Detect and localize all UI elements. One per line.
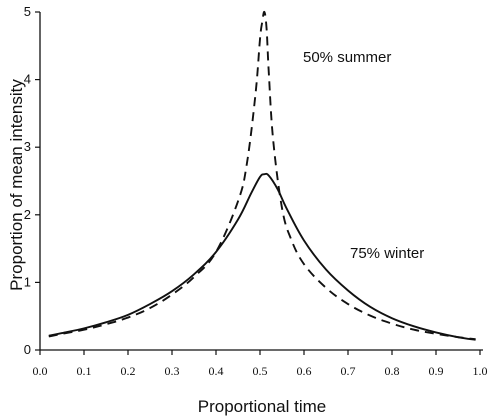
x-tick-label: 0.5 bbox=[253, 364, 268, 378]
y-tick-label: 3 bbox=[24, 139, 31, 154]
x-axis-title: Proportional time bbox=[198, 397, 327, 416]
x-tick-label: 0.3 bbox=[165, 364, 180, 378]
y-axis-title: Proportion of mean intensity bbox=[7, 79, 26, 291]
ticks: 0 1 2 3 4 5 0.0 0.1 0.2 0.3 0.4 0.5 0.6 0.7 0.8 0.9 1.0 bbox=[24, 4, 488, 378]
series-line-50-summer bbox=[48, 10, 476, 341]
annotation-75-winter: 75% winter bbox=[350, 245, 424, 262]
x-tick-label: 0.4 bbox=[209, 364, 224, 378]
y-tick-label: 2 bbox=[24, 207, 31, 222]
y-tick-label: 5 bbox=[24, 4, 31, 19]
y-tick-label: 0 bbox=[24, 342, 31, 357]
annotation-50-summer: 50% summer bbox=[303, 49, 391, 66]
series-line-75-winter bbox=[48, 172, 476, 341]
axes bbox=[39, 12, 483, 351]
x-tick-label: 0.8 bbox=[385, 364, 400, 378]
x-tick-label: 0.0 bbox=[33, 364, 48, 378]
series bbox=[48, 10, 476, 341]
x-tick-label: 0.6 bbox=[297, 364, 312, 378]
x-tick-label: 0.7 bbox=[341, 364, 356, 378]
y-tick-label: 1 bbox=[24, 274, 31, 289]
x-tick-label: 1.0 bbox=[473, 364, 488, 378]
x-tick-label: 0.2 bbox=[121, 364, 136, 378]
x-tick-label: 0.9 bbox=[429, 364, 444, 378]
y-tick-label: 4 bbox=[24, 72, 31, 87]
x-tick-label: 0.1 bbox=[77, 364, 92, 378]
